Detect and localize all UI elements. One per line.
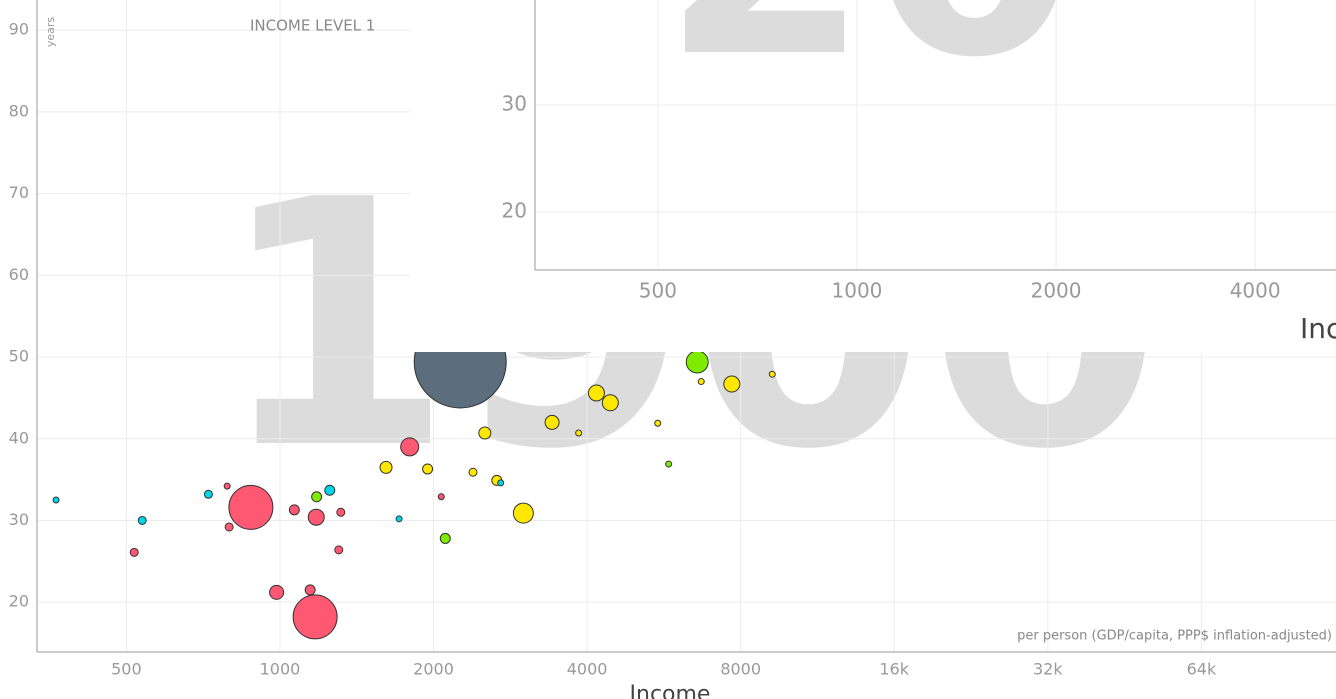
- inset-chart: 20 500 1000 2000 4000 20 30 Inc: [410, 0, 1336, 352]
- bubble: [468, 467, 478, 477]
- y-tick-label: 50: [9, 347, 29, 366]
- bubble: [422, 463, 434, 475]
- y-tick-label: 30: [9, 510, 29, 529]
- y-tick-label: 20: [9, 592, 29, 611]
- x-tick-label: 500: [111, 660, 142, 679]
- x-tick-label: 4000: [567, 660, 608, 679]
- bubble: [697, 378, 705, 386]
- x-tick-label: 1000: [260, 660, 301, 679]
- bubble: [379, 460, 393, 474]
- bubble: [478, 426, 492, 440]
- bubble: [304, 584, 316, 596]
- bubble: [575, 429, 583, 437]
- bubble: [395, 515, 403, 523]
- y-tick-label: 60: [9, 265, 29, 284]
- bubble: [269, 584, 285, 600]
- x-axis-label: Inc: [1300, 312, 1336, 345]
- y-axis-label: years: [44, 17, 57, 48]
- bubble: [665, 460, 673, 468]
- x-tick-label: 32k: [1033, 660, 1063, 679]
- bubble: [685, 350, 709, 374]
- bubble: [307, 508, 325, 526]
- bubble: [601, 394, 619, 412]
- bubble: [544, 414, 560, 430]
- inset-background: [410, 0, 1336, 352]
- y-tick-label: 30: [502, 92, 527, 116]
- bubble: [288, 504, 300, 516]
- bubble: [439, 532, 451, 544]
- bubble: [400, 437, 420, 457]
- bubble: [336, 507, 346, 517]
- x-tick-label: 8000: [720, 660, 761, 679]
- y-tick-label: 40: [9, 428, 29, 447]
- y-tick-label: 90: [9, 20, 29, 39]
- bubble: [228, 484, 274, 530]
- x-tick-label: 1000: [832, 279, 883, 303]
- bubble: [723, 375, 741, 393]
- bubble: [52, 496, 60, 504]
- bubble: [334, 545, 344, 555]
- x-axis-note: per person (GDP/capita, PPP$ inflation-a…: [1017, 629, 1332, 644]
- x-tick-label: 2000: [413, 660, 454, 679]
- y-tick-label: 20: [502, 199, 527, 223]
- x-tick-label: 64k: [1187, 660, 1217, 679]
- bubble: [324, 484, 336, 496]
- y-tick-label: 80: [9, 101, 29, 120]
- bubble: [129, 547, 139, 557]
- bubble: [223, 482, 231, 490]
- bubble: [654, 419, 662, 427]
- income-level-label: INCOME LEVEL 1: [250, 17, 375, 35]
- y-tick-label: 70: [9, 183, 29, 202]
- bubble: [224, 522, 234, 532]
- bubble: [497, 479, 505, 487]
- x-tick-label: 16k: [879, 660, 909, 679]
- bubble: [311, 491, 323, 503]
- bubble: [437, 493, 445, 501]
- bubble: [512, 502, 534, 524]
- bubble: [292, 594, 338, 640]
- x-tick-label: 500: [639, 279, 677, 303]
- x-axis-label: Income: [630, 682, 711, 699]
- bubble: [768, 370, 776, 378]
- x-tick-label: 2000: [1031, 279, 1082, 303]
- x-tick-label: 4000: [1230, 279, 1281, 303]
- bubble: [587, 384, 605, 402]
- bubble: [137, 515, 147, 525]
- bubble: [203, 489, 213, 499]
- watermark: 20: [661, 0, 1078, 123]
